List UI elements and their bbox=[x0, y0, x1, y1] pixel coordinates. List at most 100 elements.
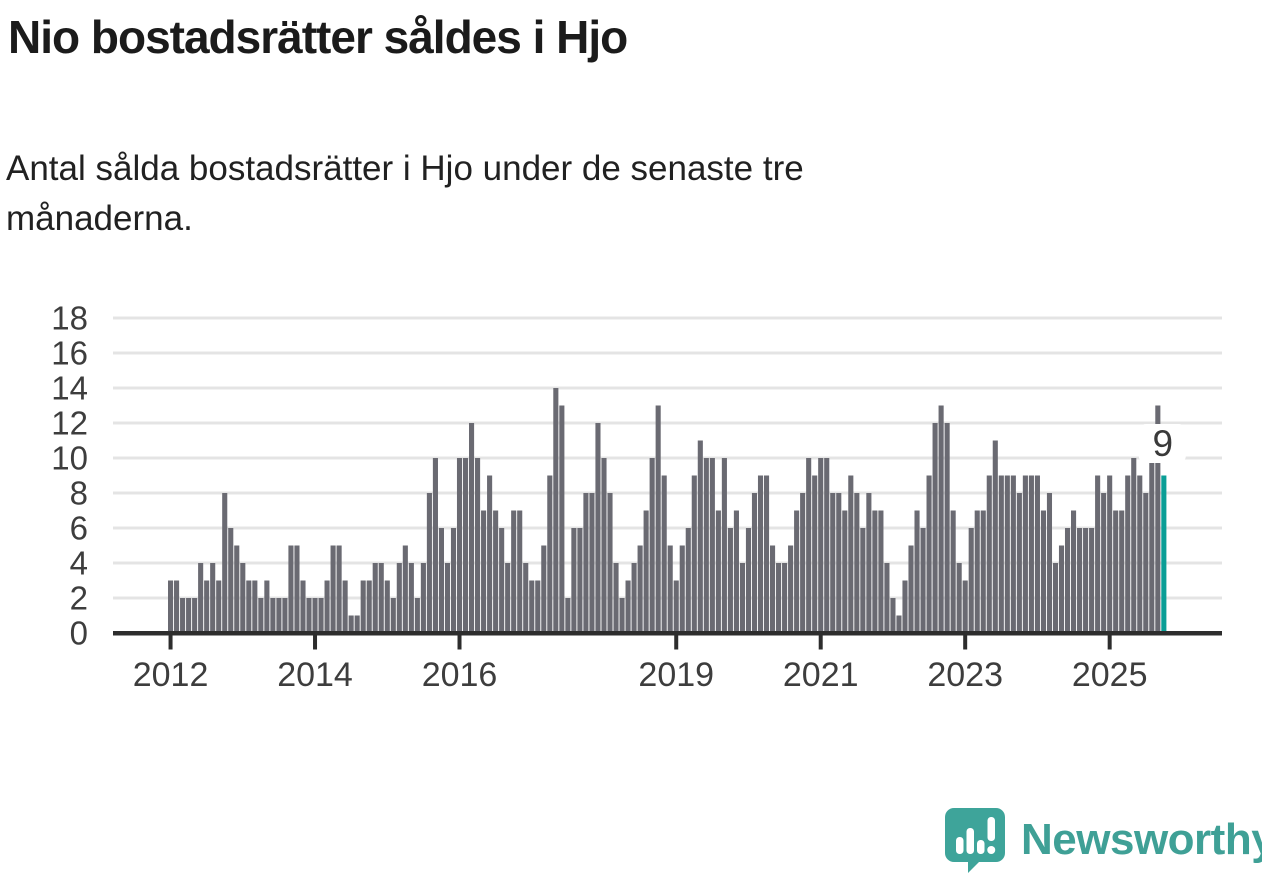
bar bbox=[366, 580, 372, 633]
bar bbox=[613, 563, 619, 633]
bar bbox=[842, 510, 848, 633]
bar bbox=[685, 528, 691, 633]
bar-highlight-latest bbox=[1161, 475, 1167, 633]
bar bbox=[222, 493, 228, 633]
y-axis-label: 4 bbox=[70, 545, 88, 582]
bar bbox=[168, 580, 174, 633]
bar bbox=[1058, 545, 1065, 633]
bar bbox=[1101, 493, 1107, 633]
bar bbox=[499, 528, 505, 633]
bar bbox=[1107, 475, 1113, 633]
bar bbox=[1119, 510, 1125, 633]
logo-bar-tall bbox=[966, 828, 974, 854]
bar bbox=[968, 528, 974, 633]
bar bbox=[288, 545, 294, 633]
newsworthy-logo: Newsworthy bbox=[943, 806, 1262, 874]
bar bbox=[372, 563, 378, 633]
bar bbox=[414, 598, 420, 633]
bar bbox=[926, 475, 932, 633]
x-axis-tick bbox=[963, 635, 968, 650]
value-label-box bbox=[1138, 424, 1186, 463]
bar bbox=[757, 475, 764, 633]
bar bbox=[601, 458, 607, 633]
y-axis-label: 16 bbox=[51, 335, 88, 372]
bar bbox=[565, 598, 571, 633]
bar bbox=[739, 563, 745, 633]
bar bbox=[186, 598, 192, 633]
x-axis-tick bbox=[818, 635, 823, 650]
x-axis-tick bbox=[1107, 635, 1112, 650]
bar bbox=[1010, 475, 1016, 633]
bar bbox=[890, 598, 896, 633]
bar bbox=[174, 580, 180, 633]
bar bbox=[517, 510, 523, 633]
bar bbox=[402, 545, 408, 633]
bar bbox=[920, 528, 926, 633]
bar bbox=[1113, 510, 1119, 633]
bar bbox=[228, 528, 234, 633]
bar bbox=[240, 563, 246, 633]
bar bbox=[643, 510, 649, 633]
bar bbox=[324, 580, 330, 633]
bar bbox=[198, 563, 204, 633]
bar bbox=[727, 528, 733, 633]
bar bbox=[583, 493, 589, 633]
bar bbox=[312, 598, 318, 633]
logo-exclamation-line bbox=[987, 817, 995, 841]
bar bbox=[360, 580, 366, 633]
bar bbox=[1052, 563, 1059, 633]
bar bbox=[456, 458, 463, 633]
bar bbox=[294, 545, 300, 633]
bar bbox=[396, 563, 402, 633]
bar bbox=[854, 493, 860, 633]
bar bbox=[1046, 493, 1053, 633]
x-axis-label: 2021 bbox=[783, 656, 859, 694]
bar bbox=[661, 475, 667, 633]
bar bbox=[541, 545, 547, 633]
bar bbox=[860, 528, 866, 633]
bar bbox=[980, 510, 986, 633]
bar bbox=[300, 580, 306, 633]
bar bbox=[336, 545, 342, 633]
bar bbox=[1083, 528, 1089, 633]
bar bbox=[1022, 475, 1028, 633]
bar bbox=[866, 493, 872, 633]
bar bbox=[806, 458, 812, 633]
bar bbox=[204, 580, 210, 633]
bar bbox=[782, 563, 788, 633]
y-axis-label: 2 bbox=[70, 580, 88, 617]
bar bbox=[908, 545, 914, 633]
bar bbox=[788, 545, 794, 633]
bar bbox=[932, 423, 938, 633]
x-axis-tick bbox=[313, 635, 318, 650]
x-axis-label: 2023 bbox=[927, 656, 1003, 694]
bar bbox=[553, 388, 559, 633]
bar bbox=[523, 563, 529, 633]
bar bbox=[944, 423, 950, 633]
bar bbox=[529, 580, 535, 633]
bar bbox=[655, 405, 661, 633]
bar bbox=[264, 580, 270, 633]
bar bbox=[252, 580, 258, 633]
bar bbox=[270, 598, 276, 633]
bar bbox=[691, 475, 697, 633]
bar bbox=[824, 458, 830, 633]
y-axis-label: 12 bbox=[51, 405, 88, 442]
x-axis-line bbox=[113, 631, 1222, 636]
bar bbox=[390, 598, 396, 633]
bar bbox=[1077, 528, 1083, 633]
bar bbox=[697, 440, 703, 633]
bar bbox=[1004, 475, 1010, 633]
bar bbox=[812, 475, 818, 633]
bar bbox=[872, 510, 878, 633]
bar bbox=[1149, 458, 1155, 633]
x-axis-tick bbox=[457, 635, 462, 650]
bar bbox=[342, 580, 348, 633]
bar bbox=[721, 458, 727, 633]
bar bbox=[444, 563, 451, 633]
page-title: Nio bostadsrätter såldes i Hjo bbox=[8, 11, 628, 63]
bar bbox=[998, 475, 1004, 633]
bar bbox=[763, 475, 770, 633]
y-axis-label: 6 bbox=[70, 510, 88, 547]
